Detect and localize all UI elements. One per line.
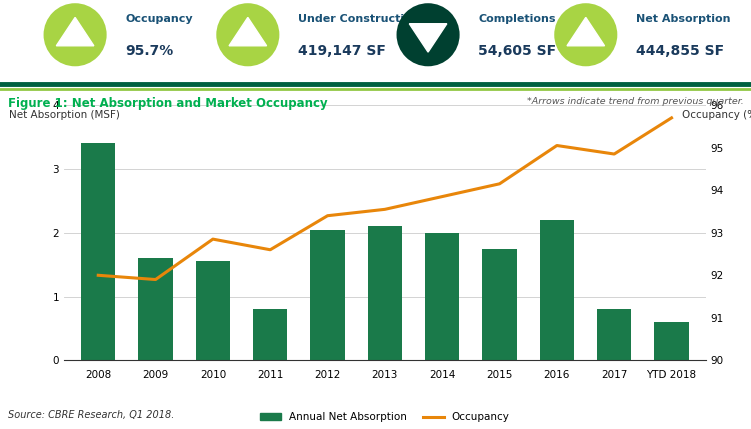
Bar — [482, 249, 517, 360]
Ellipse shape — [554, 3, 617, 66]
Text: 444,855 SF: 444,855 SF — [636, 43, 724, 57]
Bar — [138, 258, 173, 360]
Text: Net Absorption: Net Absorption — [636, 14, 731, 24]
Polygon shape — [567, 18, 605, 46]
Bar — [597, 309, 632, 360]
Text: Source: CBRE Research, Q1 2018.: Source: CBRE Research, Q1 2018. — [8, 411, 174, 420]
Polygon shape — [229, 18, 267, 46]
Bar — [540, 220, 574, 360]
Text: Under Construction: Under Construction — [298, 14, 420, 24]
Polygon shape — [56, 18, 94, 46]
Bar — [654, 322, 689, 360]
Bar — [81, 143, 116, 360]
Polygon shape — [409, 24, 447, 52]
Text: Net Absorption (MSF): Net Absorption (MSF) — [9, 110, 120, 120]
Ellipse shape — [44, 3, 107, 66]
Ellipse shape — [397, 3, 460, 66]
Legend: Annual Net Absorption, Occupancy: Annual Net Absorption, Occupancy — [256, 408, 514, 426]
Text: Occupancy (%): Occupancy (%) — [681, 110, 751, 120]
Bar — [253, 309, 288, 360]
Text: 95.7%: 95.7% — [125, 43, 173, 57]
Bar — [425, 233, 460, 360]
Text: Completions: Completions — [478, 14, 556, 24]
Bar — [196, 261, 230, 360]
Text: 419,147 SF: 419,147 SF — [298, 43, 386, 57]
Bar — [368, 227, 402, 360]
Text: *Arrows indicate trend from previous quarter.: *Arrows indicate trend from previous qua… — [526, 97, 743, 106]
Bar — [310, 230, 345, 360]
Text: Occupancy: Occupancy — [125, 14, 193, 24]
Text: Figure 1: Net Absorption and Market Occupancy: Figure 1: Net Absorption and Market Occu… — [8, 97, 327, 109]
Ellipse shape — [216, 3, 279, 66]
Text: 54,605 SF: 54,605 SF — [478, 43, 556, 57]
